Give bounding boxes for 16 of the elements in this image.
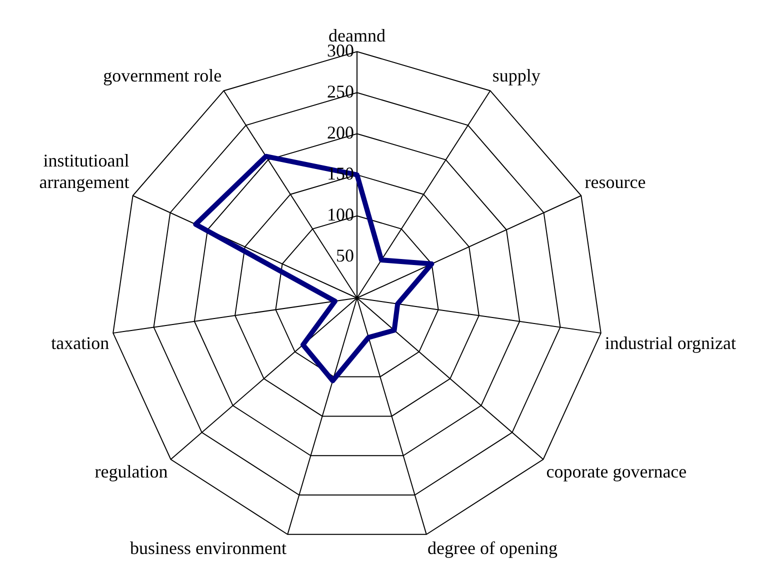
spoke-label: deamnd (328, 26, 386, 46)
y-tick-label: 150 (327, 164, 354, 184)
y-tick-label: 100 (327, 204, 354, 225)
y-tick-label: 250 (327, 81, 354, 102)
spoke-label: institutioanl arrangement (39, 150, 130, 192)
y-tick-label: 50 (336, 246, 354, 266)
spoke-label: business environment (130, 538, 286, 558)
spoke-label: degree of opening (428, 538, 558, 558)
spoke-label: government role (103, 65, 222, 86)
spoke-label: coporate governace (546, 462, 687, 482)
spoke-label: regulation (94, 462, 168, 482)
spoke-label: supply (492, 65, 540, 86)
y-tick-label: 200 (327, 122, 354, 142)
spoke-label: taxation (51, 333, 110, 354)
spoke-label: industrial orgnizat (604, 333, 736, 354)
spoke-label: resource (584, 172, 646, 192)
